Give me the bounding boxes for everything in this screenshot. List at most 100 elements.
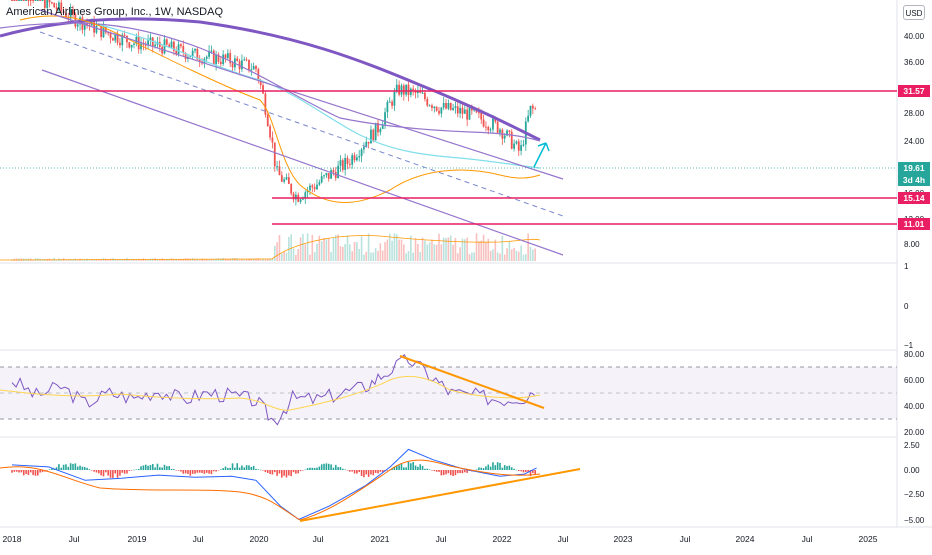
price-tick-label: 28.00 (904, 109, 925, 118)
candle-body (517, 141, 520, 151)
candle-body (25, 0, 27, 1)
macd-hist-bar (29, 470, 32, 473)
volume-bar (445, 238, 447, 261)
macd-hist-bar (320, 464, 323, 470)
volume-bar (447, 237, 450, 261)
volume-group (0, 233, 541, 261)
candle-body (100, 24, 103, 38)
candle-body (311, 185, 314, 188)
rsi-line (11, 354, 535, 426)
volume-bar (449, 235, 452, 261)
macd-hist-bar (442, 470, 445, 476)
candle-body (224, 54, 227, 59)
candle-body (494, 118, 497, 122)
price-tick-label: 24.00 (904, 137, 925, 146)
macd-hist-bar (278, 470, 281, 474)
candle-body (520, 145, 523, 151)
macd-hist-bar (332, 467, 335, 470)
candle-body (452, 108, 454, 110)
price-tick-label: 36.00 (904, 58, 925, 67)
candle-body (102, 26, 105, 38)
volume-bar (487, 238, 490, 261)
candle-body (355, 157, 358, 161)
candle-body (466, 109, 469, 120)
macd-hist-bar (166, 466, 168, 470)
macd-hist-bar (379, 470, 382, 472)
macd-hist-bar (266, 470, 269, 473)
macd-hist-bar (456, 470, 459, 474)
volume-bar (503, 254, 506, 261)
candle-body (485, 126, 487, 128)
macd-hist-bar (95, 470, 98, 473)
volume-bar (403, 244, 405, 261)
volume-bar (215, 258, 217, 261)
candle-body (259, 80, 262, 86)
price-tag-label: 19.61 (903, 163, 925, 173)
volume-bar (299, 237, 302, 261)
macd-hist-bar (445, 470, 447, 475)
macd-hist-bar (478, 467, 480, 470)
macd-trendline (299, 468, 581, 522)
candle-body (222, 54, 225, 65)
candle-body (280, 175, 283, 182)
candle-body (299, 199, 302, 202)
candle-body (320, 176, 323, 183)
macd-hist-bar (337, 467, 339, 470)
candle-body (182, 46, 185, 54)
candles-group (11, 0, 537, 206)
price-tag-label: 11.01 (903, 219, 925, 229)
macd-hist-bar (311, 467, 314, 470)
macd-hist-bar (46, 470, 48, 471)
macd-hist-bar (492, 462, 494, 470)
candle-body (53, 2, 56, 8)
macd-hist-bar (184, 470, 187, 474)
macd-hist-bar (527, 470, 529, 472)
macd-hist-bar (252, 465, 255, 470)
volume-bar (269, 258, 271, 261)
candle-body (313, 187, 316, 190)
macd-hist-bar (65, 464, 67, 470)
macd-hist-bar (358, 470, 361, 473)
volume-bar (440, 244, 443, 261)
volume-bar (281, 253, 283, 261)
volume-bar (480, 240, 483, 261)
macd-hist-bar (372, 470, 375, 476)
candle-body (172, 41, 175, 51)
volume-bar (278, 235, 281, 261)
candle-body (419, 90, 422, 93)
macd-hist-bar (173, 469, 175, 470)
volume-bar (395, 234, 398, 261)
volume-bar (144, 259, 147, 261)
volume-bar (334, 235, 337, 261)
macd-hist-bar (377, 470, 379, 474)
volume-bar (140, 259, 142, 261)
candle-body (405, 84, 408, 95)
macd-hist-bar (421, 465, 424, 470)
candle-body (323, 175, 325, 177)
time-tick-label: 2024 (736, 534, 755, 544)
macd-hist-bar (459, 470, 461, 474)
candle-body (325, 173, 328, 176)
macd-hist-bar (86, 467, 88, 470)
volume-bar (81, 259, 84, 261)
rsi-tick-label: 60.00 (904, 376, 925, 385)
macd-hist-bar (346, 470, 349, 471)
macd-hist-bar (374, 470, 377, 473)
volume-bar (114, 258, 117, 261)
currency-button[interactable]: USD (903, 5, 925, 20)
rsi-tick-label: 20.00 (904, 428, 925, 437)
candle-body (15, 0, 18, 1)
candle-body (27, 0, 30, 1)
candle-body (210, 50, 213, 52)
macd-histogram (11, 461, 536, 478)
candle-body (449, 102, 452, 110)
macd-hist-bar (475, 469, 478, 470)
macd-tick-label: −2.50 (904, 490, 925, 499)
volume-bar (442, 237, 445, 261)
ma-long-line (0, 17, 541, 142)
candle-body (482, 119, 485, 127)
candle-body (398, 84, 401, 95)
macd-hist-bar (74, 463, 77, 470)
